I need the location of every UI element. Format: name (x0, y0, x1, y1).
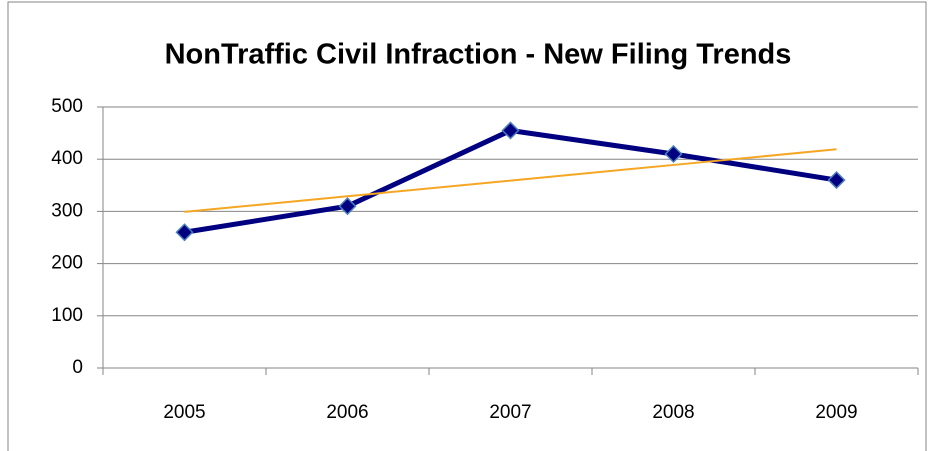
x-tick-label: 2007 (489, 402, 531, 423)
chart-title: NonTraffic Civil Infraction - New Filing… (165, 39, 792, 71)
y-tick-label: 400 (51, 148, 83, 169)
x-tick-label: 2008 (652, 402, 694, 423)
y-tick-label: 0 (72, 357, 83, 378)
x-tick-label: 2009 (815, 402, 857, 423)
marker (501, 121, 520, 140)
y-tick-label: 100 (51, 305, 83, 326)
marker (827, 171, 846, 190)
marker (664, 144, 683, 164)
y-tick-label: 500 (51, 96, 83, 117)
marker (175, 223, 194, 242)
chart-frame (7, 1, 927, 451)
trend-line (184, 148, 837, 213)
y-tick-label: 200 (51, 253, 83, 274)
marker (338, 197, 357, 216)
x-tick-label: 2005 (163, 402, 205, 423)
y-tick-label: 300 (51, 200, 83, 221)
x-tick-label: 2006 (326, 402, 368, 423)
